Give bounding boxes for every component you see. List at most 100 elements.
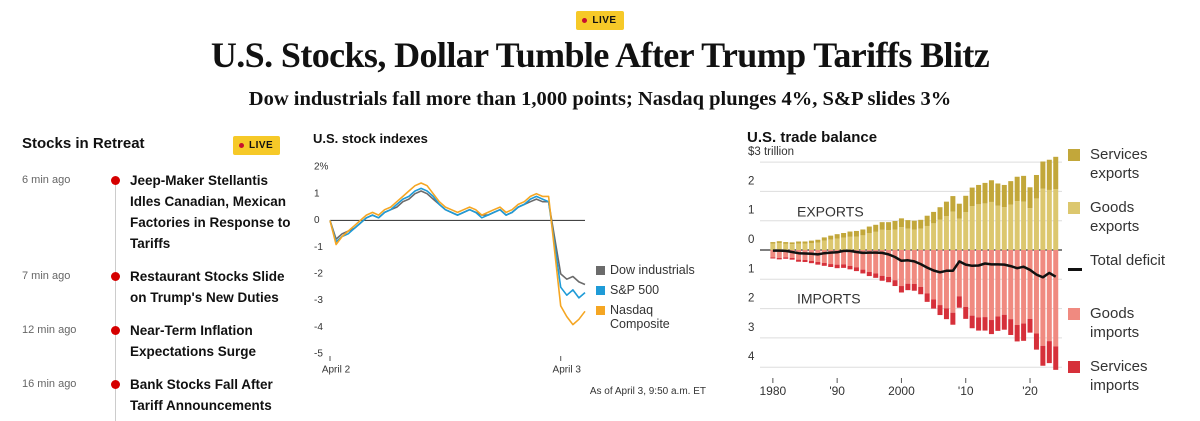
bar-segment (853, 230, 859, 237)
x-tick-label: April 3 (553, 365, 582, 376)
legend-entry: Goods imports (1068, 304, 1178, 342)
bar-segment (808, 243, 814, 250)
x-tick-label: '10 (958, 384, 974, 398)
y-tick-label: 0 (748, 234, 754, 246)
bar-segment (815, 239, 821, 243)
bar-segment (783, 249, 789, 258)
bar-segment (847, 231, 853, 237)
bar-segment (976, 184, 982, 205)
bar-segment (976, 317, 982, 331)
bar-segment (866, 249, 872, 272)
live-badge[interactable]: LIVE (576, 11, 624, 30)
item-headline[interactable]: Restaurant Stocks Slide on Trump's New D… (130, 269, 285, 305)
item-headline[interactable]: Near-Term Inflation Expectations Surge (130, 323, 257, 359)
series-line (329, 190, 586, 286)
bar-segment (841, 237, 847, 250)
bar-segment (898, 286, 904, 293)
bar-segment (918, 219, 924, 229)
item-headline[interactable]: Jeep-Maker Stellantis Idles Canadian, Me… (130, 173, 291, 251)
bar-segment (995, 316, 1001, 331)
legend-label: Dow industrials (610, 263, 695, 277)
bar-segment (892, 220, 898, 230)
bar-segment (911, 220, 917, 230)
legend-label: Services imports (1090, 358, 1148, 394)
bar-segment (860, 269, 866, 274)
bar-segment (892, 249, 898, 281)
bar-segment (776, 241, 782, 243)
bar-segment (988, 320, 994, 335)
chart-title: U.S. trade balance (747, 129, 878, 146)
legend-label: Goods imports (1090, 305, 1140, 341)
bar-segment (918, 286, 924, 295)
bar-segment (808, 260, 814, 264)
bar-segment (796, 243, 802, 250)
y-tick-label: 1 (314, 188, 320, 199)
bar-segment (853, 236, 859, 250)
bar-segment (821, 262, 827, 266)
bar-segment (950, 312, 956, 325)
legend: Dow industrials S&P 500 Nasdaq Composite (596, 263, 708, 337)
bar-segment (879, 222, 885, 230)
chart-title: U.S. stock indexes (313, 131, 428, 146)
bar-segment (1040, 249, 1046, 346)
chart-note: As of April 3, 9:50 a.m. ET (589, 386, 706, 397)
legend-entry: Services imports (1068, 357, 1178, 395)
series-line (329, 187, 586, 299)
feed-title[interactable]: Stocks in Retreat (22, 135, 145, 152)
bar-segment (873, 249, 879, 274)
feed-item[interactable]: 6 min ago Jeep-Maker Stellantis Idles Can… (22, 170, 302, 254)
bar-segment (1014, 176, 1020, 202)
legend-entry: Total deficit (1068, 251, 1178, 289)
bar-segment (783, 243, 789, 250)
y-tick-label: -2 (314, 268, 323, 279)
timestamp: 12 min ago (22, 324, 77, 336)
legend-swatch (1068, 308, 1080, 320)
y-tick-label: -1 (314, 242, 323, 253)
bar-segment (802, 243, 808, 250)
bar-segment (905, 283, 911, 291)
bar-segment (918, 249, 924, 287)
bar-segment (924, 215, 930, 226)
x-tick-label: 1980 (760, 384, 787, 398)
legend-swatch (596, 266, 605, 275)
bar-segment (1014, 325, 1020, 342)
bar-segment (802, 249, 808, 260)
bar-segment (911, 229, 917, 250)
x-tick-label: April 2 (322, 365, 351, 376)
bar-segment (1021, 175, 1027, 202)
item-headline[interactable]: Bank Stocks Fall After Tariff Announceme… (130, 377, 273, 413)
bar-segment (898, 227, 904, 250)
bar-segment (821, 240, 827, 250)
bar-segment (860, 249, 866, 270)
legend-swatch (1068, 149, 1080, 161)
bar-segment (905, 220, 911, 229)
bar-segment (821, 249, 827, 263)
bar-segment (976, 204, 982, 250)
bar-segment (969, 187, 975, 207)
bar-segment (828, 235, 834, 240)
bar-segment (898, 218, 904, 228)
feed-item[interactable]: 12 min ago Near-Term Inflation Expectatio… (22, 320, 302, 362)
timestamp: 6 min ago (22, 174, 71, 186)
bar-segment (943, 249, 949, 309)
bar-segment (783, 242, 789, 244)
legend-swatch (1068, 268, 1082, 271)
bar-segment (796, 249, 802, 260)
annotation: IMPORTS (797, 291, 861, 307)
bar-segment (1014, 249, 1020, 326)
bar-segment (841, 264, 847, 268)
bar-segment (886, 222, 892, 231)
bar-segment (879, 229, 885, 250)
bar-segment (1046, 249, 1052, 342)
bar-segment (789, 249, 795, 258)
timestamp: 7 min ago (22, 270, 71, 282)
bar-segment (1008, 181, 1014, 205)
feed-item[interactable]: 16 min ago Bank Stocks Fall After Tariff … (22, 374, 302, 416)
feed-item[interactable]: 7 min ago Restaurant Stocks Slide on Trum… (22, 266, 302, 308)
bar-segment (995, 183, 1001, 206)
bar-segment (821, 237, 827, 241)
bar-segment (776, 242, 782, 250)
bar-segment (1046, 159, 1052, 190)
legend-swatch (596, 286, 605, 295)
